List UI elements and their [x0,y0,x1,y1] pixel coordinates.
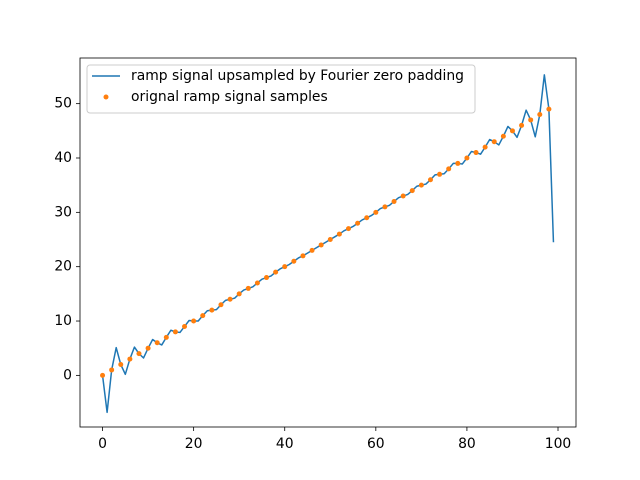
data-point [145,345,151,351]
x-tick-label: 60 [367,436,385,452]
data-point [464,155,470,161]
x-tick-label: 80 [458,436,476,452]
data-point [100,372,106,378]
data-point [254,280,260,286]
data-point [391,198,397,204]
data-point [327,237,333,243]
data-point [300,253,306,259]
data-point [282,264,288,270]
data-point [528,117,534,123]
data-point [191,318,197,324]
data-point [172,329,178,335]
y-tick-label: 50 [54,96,72,112]
y-tick-label: 30 [54,204,72,220]
data-point [409,188,415,194]
legend-label: ramp signal upsampled by Fourier zero pa… [131,68,464,84]
legend-label: orignal ramp signal samples [131,89,328,105]
data-point [336,231,342,237]
data-point [118,362,124,368]
data-point [437,171,443,177]
data-point [154,340,160,346]
data-point [473,150,479,156]
plot-frame [79,57,577,428]
data-point [318,242,324,248]
x-tick-label: 40 [276,436,294,452]
data-point [546,106,552,112]
x-tick-label: 20 [185,436,203,452]
x-tick-label: 0 [98,436,107,452]
data-point [109,367,115,373]
data-point [264,275,270,281]
data-point [291,258,297,264]
legend-box [86,64,476,114]
y-tick-label: 20 [54,259,72,275]
data-point [427,177,433,183]
data-point [218,302,224,308]
data-point [163,334,169,340]
legend-marker [103,94,109,100]
data-point [136,351,142,357]
data-point [509,128,515,134]
data-point [491,139,497,145]
data-point [364,215,370,221]
y-tick-label: 10 [54,313,72,329]
data-point [519,122,525,128]
data-point [500,133,506,139]
data-point [418,182,424,188]
y-tick-label: 0 [63,367,72,383]
data-point [482,144,488,150]
data-point [382,204,388,210]
data-point [200,313,206,319]
data-point [309,247,315,253]
data-point [446,166,452,172]
data-point [455,160,461,166]
data-point [245,285,251,291]
data-point [273,269,279,275]
data-point [400,193,406,199]
data-point [182,323,188,329]
data-point [537,112,543,118]
data-point [236,291,242,297]
data-point [227,296,233,302]
data-point [355,220,361,226]
data-point [127,356,133,362]
legend: ramp signal upsampled by Fourier zero pa… [86,64,476,114]
data-point [373,209,379,215]
y-tick-label: 40 [54,150,72,166]
x-tick-label: 100 [545,436,572,452]
data-point [209,307,215,313]
data-point [345,226,351,232]
